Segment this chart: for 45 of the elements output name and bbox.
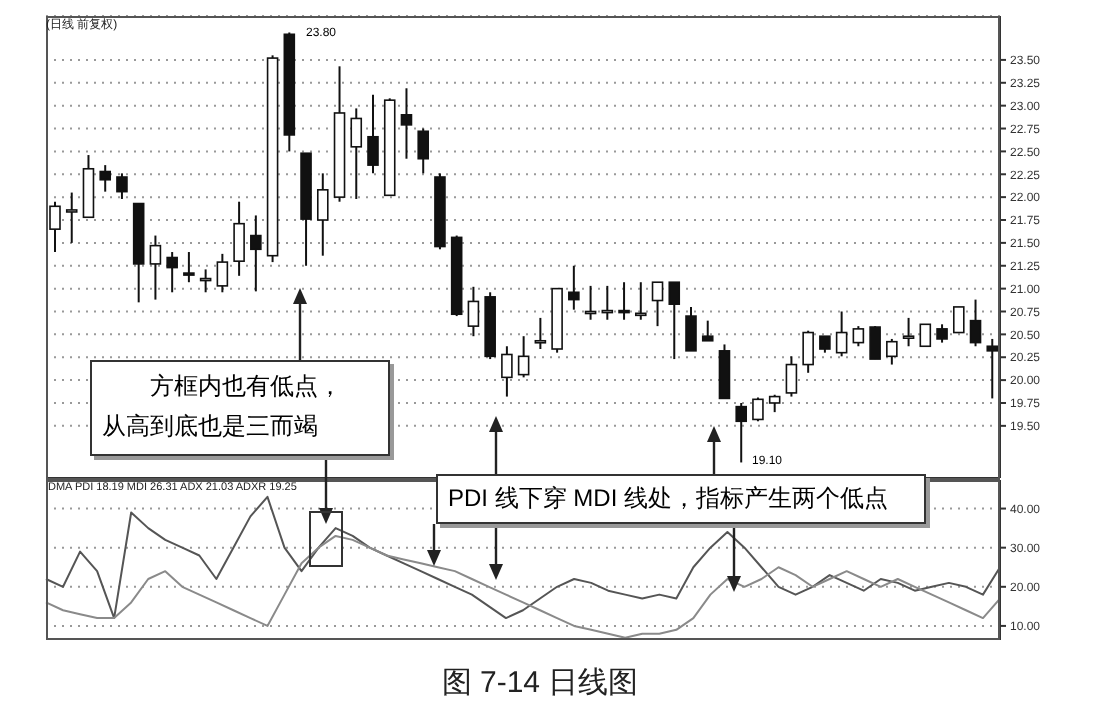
annotation: 方框内也有低点， bbox=[150, 370, 342, 404]
caption: 图 7-14 日线图 bbox=[439, 664, 641, 704]
candlestick bbox=[316, 172, 329, 257]
candlestick bbox=[99, 164, 112, 193]
candlestick bbox=[350, 107, 363, 200]
candlestick bbox=[802, 329, 814, 374]
candlestick bbox=[517, 335, 530, 379]
candlestick bbox=[718, 343, 731, 400]
candlestick bbox=[501, 345, 513, 398]
candlestick bbox=[116, 172, 128, 200]
candlestick bbox=[701, 319, 714, 342]
candlestick bbox=[735, 401, 748, 464]
candlestick bbox=[149, 234, 162, 301]
candlestick bbox=[49, 200, 61, 254]
candlestick bbox=[400, 87, 413, 160]
candlestick bbox=[634, 281, 647, 321]
candlestick bbox=[852, 325, 865, 348]
candlestick bbox=[166, 251, 178, 294]
candlestick bbox=[534, 316, 547, 351]
candlestick bbox=[65, 191, 78, 244]
candlestick bbox=[902, 316, 915, 348]
candlestick bbox=[183, 251, 195, 284]
candlestick bbox=[367, 93, 379, 175]
candlestick bbox=[216, 252, 229, 294]
candlestick bbox=[250, 214, 262, 293]
line-series bbox=[45, 534, 1001, 639]
candlestick bbox=[752, 396, 764, 423]
candlestick bbox=[467, 285, 480, 338]
candlestick bbox=[685, 305, 697, 352]
candlestick bbox=[618, 281, 630, 321]
candlestick bbox=[417, 127, 430, 175]
candlestick bbox=[668, 281, 681, 361]
candlestick bbox=[936, 323, 948, 344]
candlestick bbox=[952, 306, 965, 334]
candlestick bbox=[233, 200, 245, 277]
annotation: 从高到底也是三而竭 bbox=[102, 410, 318, 444]
candlestick bbox=[919, 323, 932, 348]
candlestick bbox=[835, 310, 848, 358]
candlestick bbox=[651, 281, 664, 328]
candlestick bbox=[886, 337, 898, 366]
annotation: PDI 线下穿 MDI 线处，指标产生两个低点 bbox=[448, 482, 889, 516]
candlestick bbox=[785, 355, 798, 398]
candlestick bbox=[869, 325, 881, 361]
candlestick bbox=[969, 298, 982, 348]
candlestick bbox=[568, 264, 580, 311]
